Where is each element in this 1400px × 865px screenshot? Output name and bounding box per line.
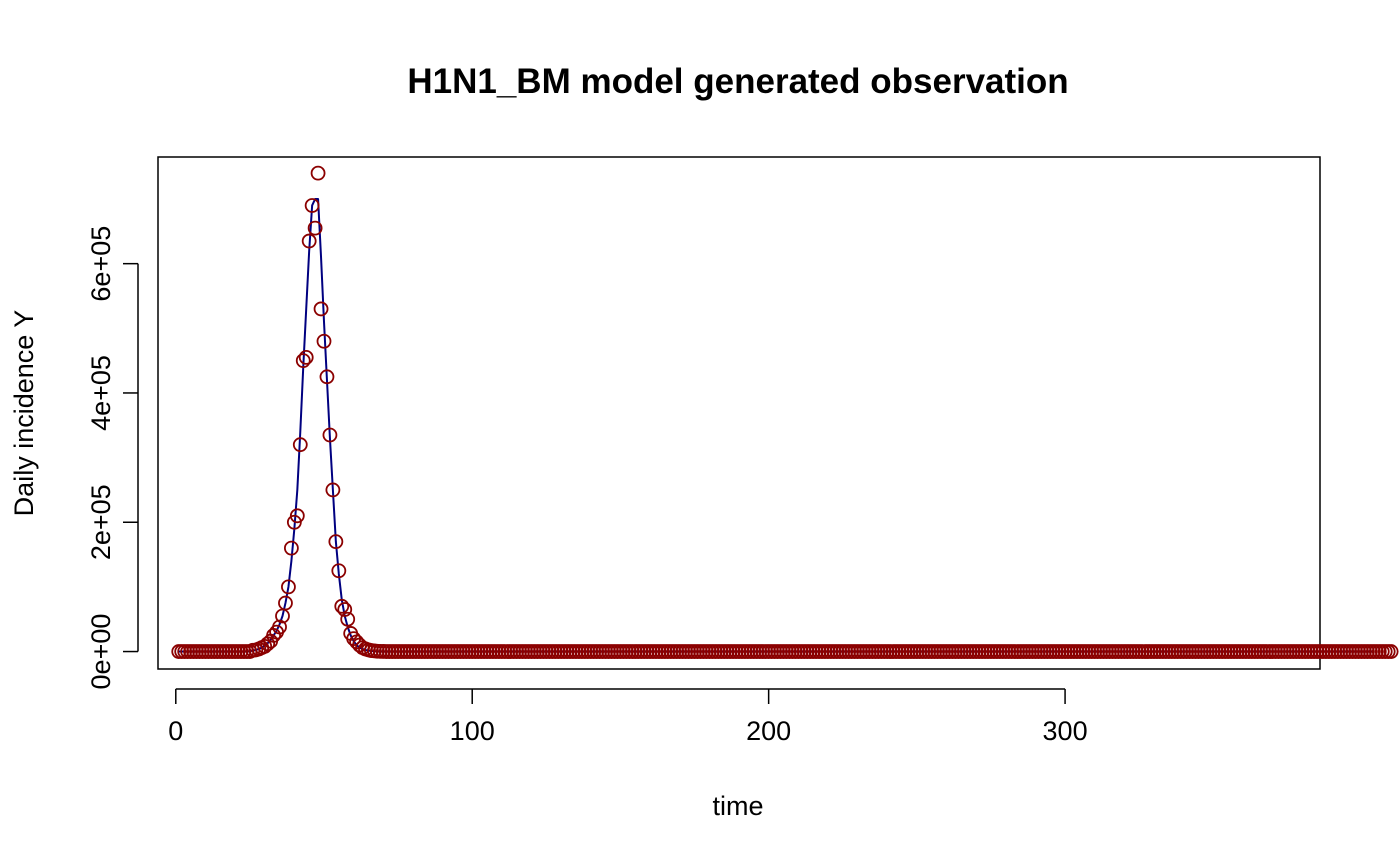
y-axis: 0e+00 2e+05 4e+05 6e+05 — [86, 226, 139, 690]
data-point — [322, 427, 338, 443]
data-point — [307, 220, 323, 236]
data-point — [1383, 644, 1399, 659]
data-point — [313, 301, 329, 317]
data-point — [304, 198, 320, 213]
x-tick-label: 100 — [450, 716, 495, 746]
data-point — [272, 619, 287, 635]
y-tick-label: 0e+00 — [86, 614, 116, 690]
data-point — [283, 540, 299, 556]
x-tick-label: 0 — [168, 716, 183, 746]
series-line — [178, 198, 1374, 653]
data-point — [298, 349, 314, 365]
data-point — [337, 602, 353, 617]
series-points-group — [171, 165, 1399, 659]
data-point — [295, 353, 311, 369]
data-point — [316, 333, 332, 349]
plot-box — [157, 156, 1321, 670]
data-point — [340, 611, 356, 627]
data-point — [278, 595, 293, 611]
data-point — [319, 369, 335, 385]
y-tick-label: 2e+05 — [86, 484, 116, 560]
y-axis-label: Daily incidence Y — [9, 310, 39, 517]
data-point — [301, 233, 317, 249]
data-point — [292, 437, 308, 453]
y-tick-label: 4e+05 — [86, 355, 116, 431]
data-point — [281, 579, 296, 595]
data-point — [334, 598, 350, 614]
x-axis: 0 100 200 300 — [168, 688, 1088, 746]
y-tick-label: 6e+05 — [86, 226, 116, 302]
data-point — [310, 165, 326, 181]
chart-title: H1N1_BM model generated observation — [407, 62, 1068, 101]
series-line-group — [178, 198, 1374, 653]
data-point — [289, 508, 305, 524]
data-point — [325, 482, 341, 498]
data-point — [328, 534, 344, 550]
x-tick-label: 200 — [746, 716, 791, 746]
data-point — [331, 563, 347, 579]
x-axis-label: time — [712, 791, 763, 821]
x-tick-label: 300 — [1043, 716, 1088, 746]
